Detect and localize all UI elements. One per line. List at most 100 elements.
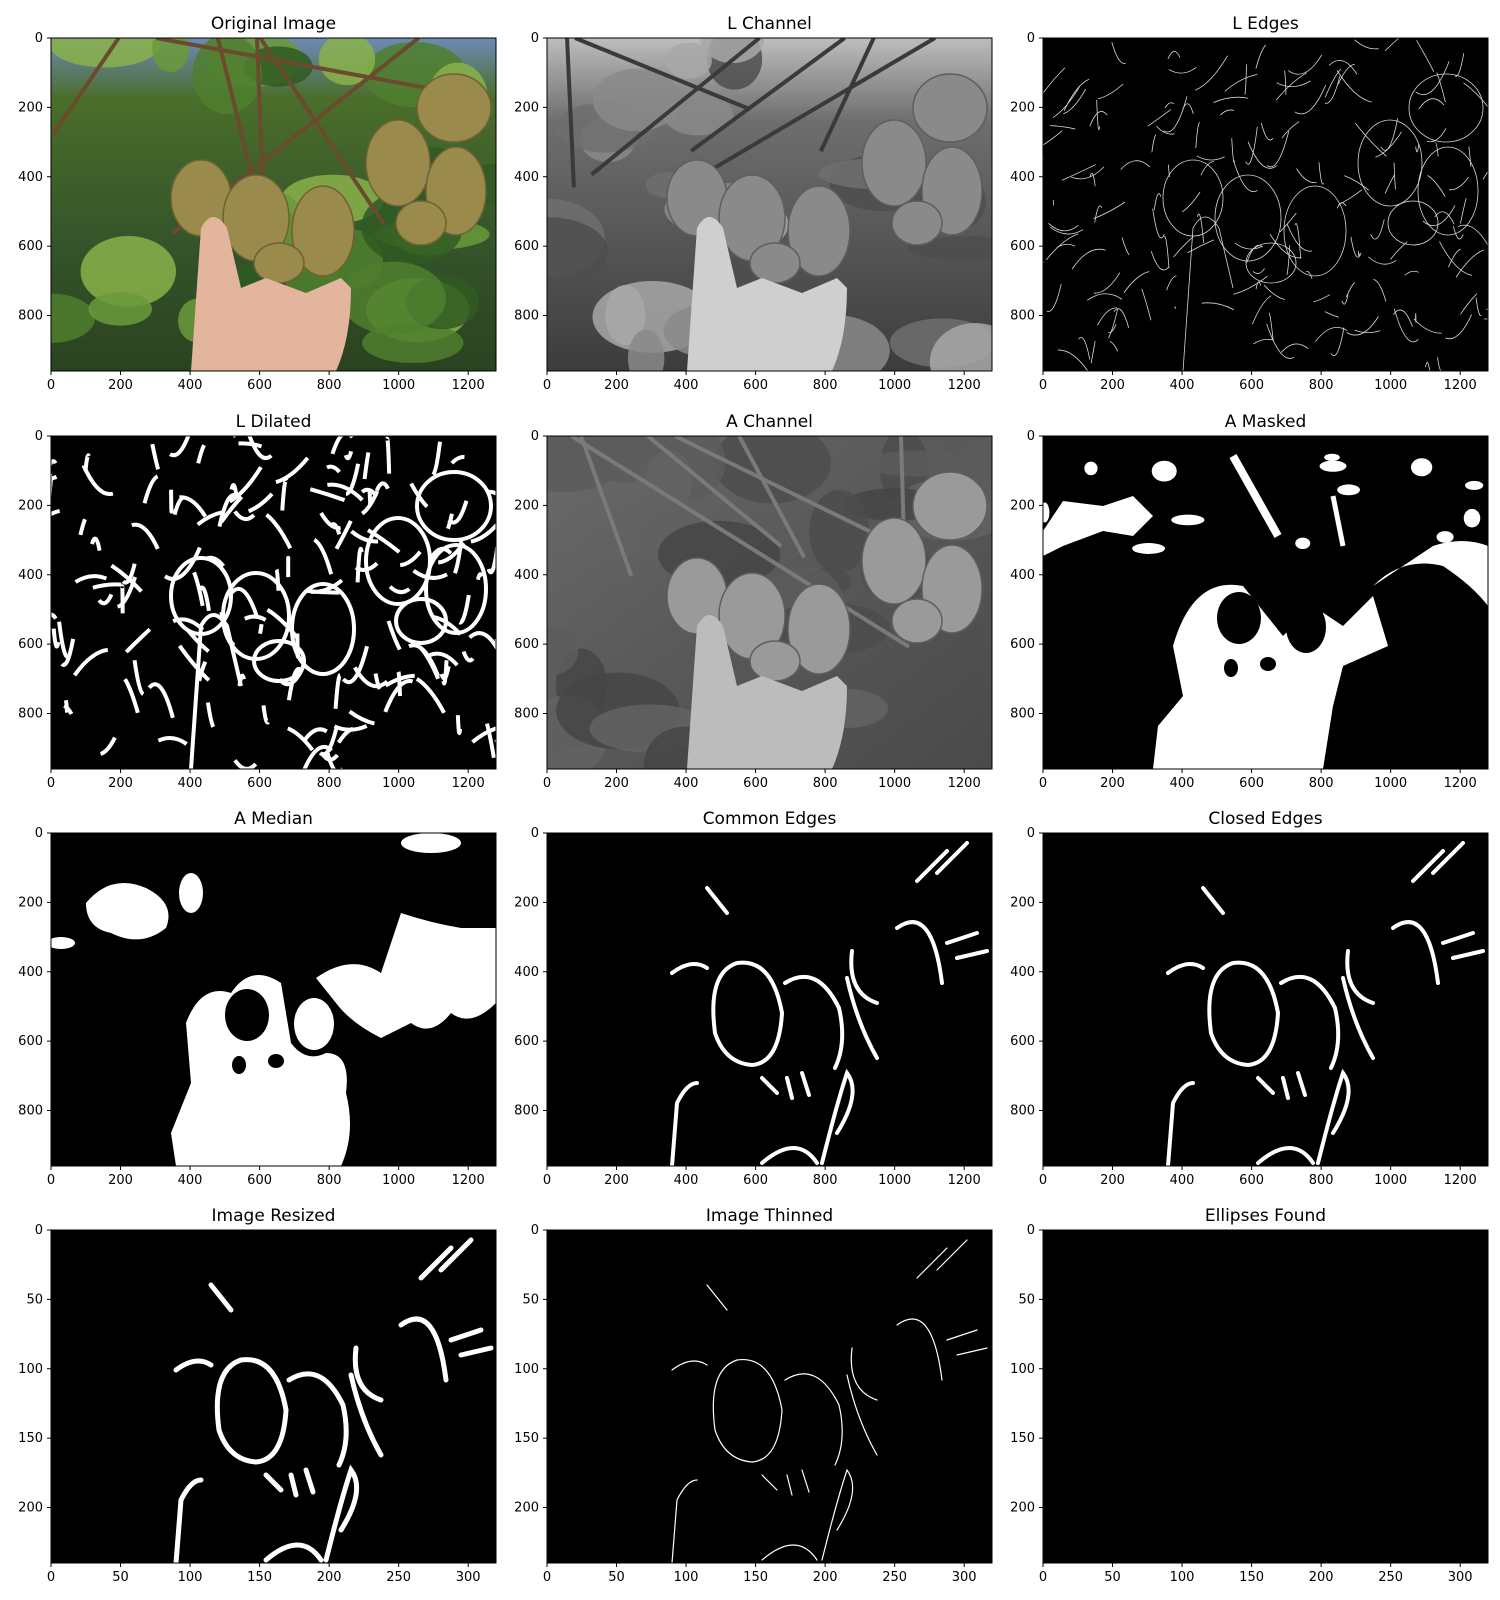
image-area [547,833,992,1166]
y-tick-label: 100 [514,1362,539,1377]
y-tick-label: 800 [1010,707,1035,722]
mask-region [401,833,461,853]
image-content [1020,29,1500,377]
kiwi-fruit [862,518,926,604]
subplot-title: A Channel [726,412,813,432]
x-tick-label: 300 [456,1570,481,1585]
mask-hole [1217,592,1261,644]
x-tick-label: 50 [608,1570,625,1585]
x-tick-label: 200 [108,1173,133,1188]
image-content [1040,436,1488,769]
x-tick-label: 100 [674,1570,699,1585]
x-tick-label: 100 [178,1570,203,1585]
mask-region [1295,538,1310,549]
kiwi-fruit [366,120,430,206]
image-content [547,833,992,1166]
x-tick-label: 600 [247,378,272,393]
mask-region [1411,458,1432,476]
x-tick-label: 1000 [878,776,911,791]
mask-region [1171,515,1204,526]
y-tick-label: 0 [531,826,539,841]
leaf-region [341,262,446,335]
x-tick-label: 150 [1239,1570,1264,1585]
x-tick-label: 250 [386,1570,411,1585]
edge-segment [1020,151,1043,162]
mask-hole [225,989,269,1041]
edge-segment [458,715,460,733]
y-tick-label: 400 [18,170,43,185]
leaf-region [593,69,681,131]
x-tick-label: 0 [47,776,55,791]
image-area [1043,38,1488,371]
y-tick-label: 150 [18,1431,43,1446]
y-tick-label: 600 [18,1034,43,1049]
mask-hole [1260,657,1276,671]
x-tick-label: 300 [1448,1570,1473,1585]
x-tick-label: 600 [743,378,768,393]
x-tick-label: 0 [543,1570,551,1585]
x-tick-label: 0 [1039,378,1047,393]
x-tick-label: 0 [543,776,551,791]
y-tick-label: 400 [18,568,43,583]
leaf-region [152,25,189,72]
edge-segment [496,727,502,742]
y-tick-label: 0 [531,1223,539,1238]
mask-region [1465,481,1483,490]
image-content [47,833,496,1166]
y-tick-label: 800 [18,707,43,722]
edge-segment [277,570,279,591]
x-tick-label: 100 [1170,1570,1195,1585]
x-tick-label: 0 [47,378,55,393]
y-tick-label: 200 [18,895,43,910]
x-tick-label: 400 [674,1173,699,1188]
subplot-panel: L Dilated0 200 400 600 800 1000 12000200400600… [18,409,523,791]
x-tick-label: 150 [247,1570,272,1585]
leaf-region [549,533,641,562]
mask-hole [232,1056,246,1074]
x-tick-label: 800 [813,378,838,393]
x-tick-label: 600 [743,776,768,791]
leaf-region [501,431,624,492]
mask-region [1320,461,1347,472]
kiwi-fruit [417,74,491,142]
subplot-title: Image Resized [212,1206,336,1226]
x-tick-label: 1200 [452,1173,485,1188]
y-tick-label: 600 [1010,239,1035,254]
y-tick-label: 200 [1010,498,1035,513]
y-tick-label: 0 [531,429,539,444]
image-content [7,20,523,371]
y-tick-label: 600 [18,239,43,254]
kiwi-fruit [892,599,942,643]
subplot-panel: A Median0 200 400 600 800 1000 120002004006008… [18,809,496,1188]
x-tick-label: 200 [1100,378,1125,393]
y-tick-label: 200 [18,100,43,115]
x-tick-label: 400 [1170,776,1195,791]
y-tick-label: 400 [1010,965,1035,980]
y-tick-label: 200 [1010,895,1035,910]
x-tick-label: 400 [1170,1173,1195,1188]
x-tick-label: 400 [1170,378,1195,393]
y-tick-label: 0 [1027,429,1035,444]
subplot-title: A Median [234,809,313,829]
kiwi-fruit [892,201,942,245]
kiwi-fruit [396,201,446,245]
x-tick-label: 50 [1104,1570,1121,1585]
x-tick-label: 200 [108,776,133,791]
x-tick-label: 0 [1039,1173,1047,1188]
kiwi-fruit [862,120,926,206]
x-tick-label: 800 [813,1173,838,1188]
y-tick-label: 600 [514,1034,539,1049]
y-tick-label: 400 [1010,568,1035,583]
edge-segment [66,700,67,712]
image-area [547,1230,992,1563]
leaf-region [809,490,869,573]
y-tick-label: 200 [514,1501,539,1516]
subplot-panel: L Edges0 200 400 600 800 1000 1200020040060080… [1010,14,1500,393]
y-tick-label: 200 [1010,1501,1035,1516]
x-tick-label: 800 [1309,378,1334,393]
x-tick-label: 800 [1309,776,1334,791]
y-tick-label: 400 [514,170,539,185]
mask-hole [268,1054,284,1068]
x-tick-label: 1200 [948,776,981,791]
y-tick-label: 0 [1027,1223,1035,1238]
